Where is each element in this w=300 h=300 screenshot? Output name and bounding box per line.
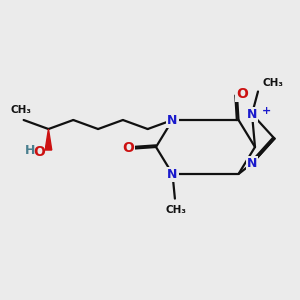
- Text: CH₃: CH₃: [165, 205, 186, 215]
- Text: CH₃: CH₃: [262, 78, 284, 88]
- Text: O: O: [236, 87, 248, 101]
- Text: N: N: [167, 167, 178, 181]
- Text: +: +: [262, 106, 271, 116]
- Polygon shape: [45, 129, 52, 150]
- Text: N: N: [167, 113, 178, 127]
- Text: CH₃: CH₃: [10, 105, 31, 115]
- Text: N: N: [247, 107, 257, 121]
- Text: N: N: [247, 157, 257, 170]
- Text: O: O: [33, 145, 45, 158]
- Text: O: O: [122, 141, 134, 155]
- Text: H: H: [25, 144, 35, 157]
